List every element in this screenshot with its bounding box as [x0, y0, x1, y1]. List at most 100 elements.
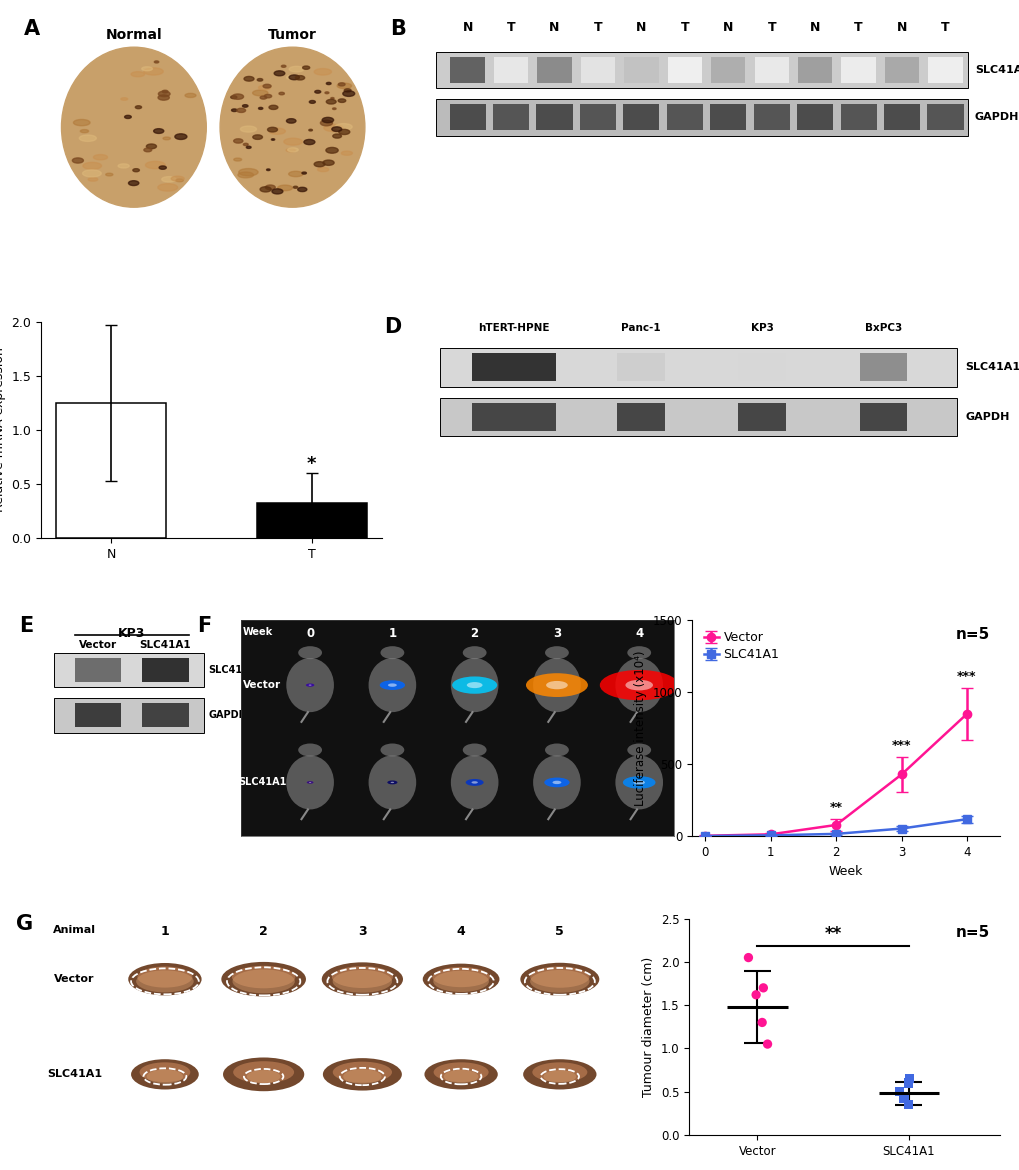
- Ellipse shape: [184, 94, 196, 97]
- Ellipse shape: [220, 47, 365, 207]
- Bar: [884, 57, 918, 83]
- Ellipse shape: [88, 178, 98, 181]
- Ellipse shape: [146, 161, 165, 168]
- Ellipse shape: [266, 168, 270, 171]
- Ellipse shape: [330, 97, 334, 99]
- Bar: [623, 104, 658, 130]
- Circle shape: [433, 971, 488, 992]
- Point: [740, 948, 756, 966]
- Ellipse shape: [326, 99, 336, 104]
- Text: n=5: n=5: [955, 925, 989, 941]
- Point: [759, 1034, 775, 1053]
- Bar: [435, 99, 967, 136]
- Ellipse shape: [136, 105, 142, 109]
- Ellipse shape: [309, 129, 312, 131]
- Ellipse shape: [614, 658, 662, 713]
- Ellipse shape: [274, 71, 284, 76]
- Ellipse shape: [533, 756, 580, 810]
- Text: SLC41A1: SLC41A1: [964, 363, 1019, 372]
- Text: ***: ***: [891, 739, 910, 752]
- Ellipse shape: [544, 778, 569, 787]
- Ellipse shape: [614, 756, 662, 810]
- Ellipse shape: [94, 154, 107, 160]
- Ellipse shape: [326, 82, 331, 84]
- Ellipse shape: [286, 658, 333, 713]
- Ellipse shape: [545, 681, 568, 689]
- Point: [900, 1095, 916, 1114]
- Ellipse shape: [334, 124, 352, 130]
- Ellipse shape: [390, 782, 393, 783]
- Ellipse shape: [142, 67, 152, 70]
- Bar: [840, 104, 875, 130]
- Ellipse shape: [232, 94, 244, 99]
- Ellipse shape: [380, 646, 404, 659]
- Ellipse shape: [279, 92, 284, 95]
- Ellipse shape: [321, 963, 403, 996]
- Ellipse shape: [233, 139, 243, 143]
- Text: 2: 2: [259, 925, 268, 938]
- Point: [891, 1082, 907, 1101]
- Ellipse shape: [73, 119, 90, 125]
- Ellipse shape: [79, 135, 96, 142]
- Ellipse shape: [283, 138, 302, 145]
- Bar: [257, 503, 367, 538]
- Ellipse shape: [326, 147, 338, 153]
- Ellipse shape: [286, 149, 296, 152]
- Bar: [753, 104, 789, 130]
- Ellipse shape: [233, 1061, 293, 1083]
- Bar: [580, 57, 614, 83]
- Y-axis label: Luciferase intensity (x10⁴): Luciferase intensity (x10⁴): [634, 651, 647, 806]
- Ellipse shape: [338, 130, 350, 135]
- Bar: [796, 104, 833, 130]
- Ellipse shape: [263, 84, 271, 88]
- Ellipse shape: [450, 658, 498, 713]
- Ellipse shape: [281, 66, 285, 68]
- Ellipse shape: [128, 180, 139, 186]
- Ellipse shape: [289, 67, 304, 71]
- Ellipse shape: [466, 779, 483, 786]
- Ellipse shape: [174, 133, 186, 139]
- Ellipse shape: [159, 166, 166, 170]
- Ellipse shape: [433, 1062, 488, 1082]
- Text: SLC41A1: SLC41A1: [208, 665, 256, 675]
- Text: N: N: [722, 21, 733, 34]
- Ellipse shape: [341, 151, 353, 156]
- Ellipse shape: [304, 139, 315, 145]
- Ellipse shape: [303, 66, 310, 69]
- Ellipse shape: [162, 90, 168, 92]
- Bar: [142, 703, 189, 728]
- Ellipse shape: [244, 76, 254, 81]
- Ellipse shape: [368, 756, 416, 810]
- Text: Vector: Vector: [54, 975, 95, 984]
- Ellipse shape: [343, 89, 351, 92]
- Text: A: A: [23, 19, 40, 39]
- Text: SLC41A1: SLC41A1: [238, 777, 286, 787]
- Ellipse shape: [223, 1058, 304, 1092]
- X-axis label: Week: Week: [828, 865, 862, 878]
- Ellipse shape: [331, 966, 392, 987]
- Point: [754, 978, 770, 997]
- Ellipse shape: [277, 185, 292, 191]
- Bar: [738, 353, 785, 381]
- Ellipse shape: [120, 97, 127, 101]
- Ellipse shape: [387, 683, 396, 687]
- Ellipse shape: [432, 966, 489, 987]
- Ellipse shape: [230, 96, 236, 98]
- Text: Vector: Vector: [78, 640, 117, 649]
- Bar: [797, 57, 832, 83]
- Ellipse shape: [306, 683, 314, 687]
- Text: D: D: [384, 317, 401, 337]
- Ellipse shape: [332, 135, 341, 138]
- Ellipse shape: [158, 95, 169, 101]
- Text: 4: 4: [457, 925, 465, 938]
- Bar: [54, 653, 204, 687]
- Text: 0: 0: [306, 627, 314, 640]
- Ellipse shape: [154, 61, 159, 63]
- Circle shape: [247, 1071, 280, 1083]
- Bar: [536, 104, 572, 130]
- Bar: [493, 57, 528, 83]
- Legend: Vector, SLC41A1: Vector, SLC41A1: [698, 626, 784, 666]
- Text: GAPDH: GAPDH: [974, 112, 1018, 123]
- Text: N: N: [636, 21, 646, 34]
- Ellipse shape: [240, 126, 257, 132]
